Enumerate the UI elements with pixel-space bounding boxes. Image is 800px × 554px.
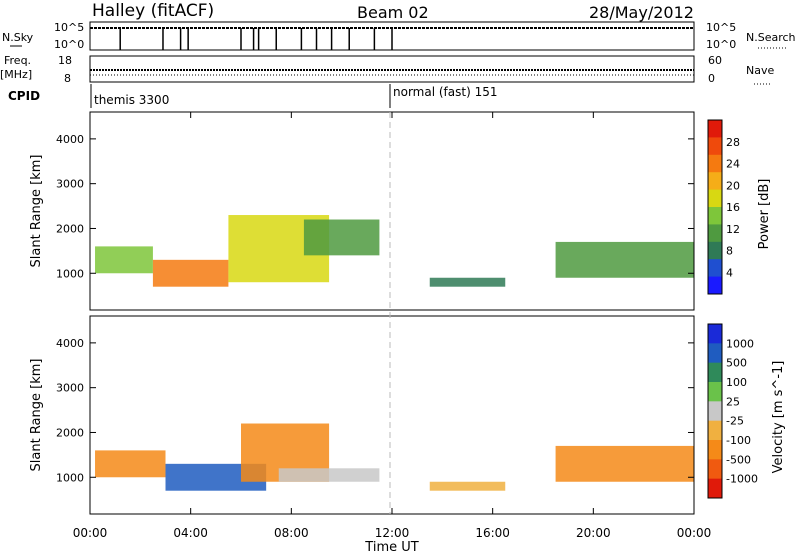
- beam-title: Beam 02: [357, 3, 429, 22]
- echo-region: [95, 450, 166, 478]
- x-tick-label: 00:00: [677, 526, 712, 540]
- velocity-y-axis: 1000 2000 3000 4000: [56, 337, 694, 484]
- cpid-segment-2: normal (fast) 151: [393, 85, 497, 99]
- echo-region: [303, 219, 380, 256]
- colorbar-segment: [708, 459, 722, 480]
- colorbar-segment: [708, 207, 722, 225]
- power-colorbar: 4 8 12 16 20 24 28: [707, 119, 740, 295]
- colorbar-tick-label: 500: [726, 357, 747, 370]
- cpid-label: CPID: [8, 89, 40, 103]
- colorbar-segment: [708, 343, 722, 364]
- time-x-axis: 00:00 04:00 08:00 12:00 16:00 20:00 00:00: [73, 112, 712, 540]
- colorbar-segment: [708, 259, 722, 278]
- velocity-echoes: [95, 423, 694, 491]
- nave-label: Nave: [746, 64, 774, 77]
- colorbar-segment: [708, 189, 722, 208]
- y-tick-label: 3000: [56, 382, 84, 395]
- colorbar-segment: [708, 440, 722, 460]
- freq-unit-label: [MHz]: [0, 68, 32, 81]
- freq-label: Freq.: [4, 54, 31, 67]
- colorbar-frame: [707, 119, 723, 295]
- station-title: Halley (fitACF): [92, 1, 214, 21]
- colorbar-segment: [708, 120, 722, 138]
- echo-region: [555, 445, 694, 482]
- x-tick-label: 00:00: [73, 526, 108, 540]
- colorbar-segment: [708, 362, 722, 383]
- noise-tick-right-top: 10^5: [706, 21, 736, 34]
- colorbar-segment: [708, 324, 722, 344]
- noise-spikes: [119, 28, 393, 50]
- colorbar-segment: [708, 276, 722, 295]
- noise-tick-right-bottom: 10^0: [706, 38, 736, 51]
- colorbar-segment: [708, 154, 722, 173]
- colorbar-tick-label: 8: [726, 245, 733, 258]
- echo-region: [429, 277, 506, 287]
- colorbar-tick-label: 24: [726, 158, 740, 171]
- x-tick-label: 16:00: [475, 526, 510, 540]
- colorbar-segment: [708, 478, 722, 499]
- colorbar-tick-label: 100: [726, 376, 747, 389]
- x-tick-label: 12:00: [375, 526, 410, 540]
- colorbar-tick-label: 4: [726, 266, 733, 279]
- power-y-axis: 1000 2000 3000 4000: [56, 133, 694, 280]
- colorbar-tick-label: 12: [726, 223, 740, 236]
- y-tick-label: 4000: [56, 337, 84, 350]
- x-tick-label: 04:00: [173, 526, 208, 540]
- echo-region: [95, 246, 153, 274]
- y-tick-label: 4000: [56, 133, 84, 146]
- colorbar-tick-label: 28: [726, 136, 740, 149]
- colorbar-tick-label: -100: [726, 434, 751, 447]
- power-ylabel: Slant Range [km]: [29, 155, 44, 268]
- velocity-colorbar: 1000 500 100 25 -25 -100 -500 -1000: [707, 323, 758, 499]
- echo-region: [555, 241, 694, 278]
- power-echoes: [95, 215, 694, 287]
- nsearch-label: N.Search: [746, 31, 796, 44]
- y-tick-label: 2000: [56, 222, 84, 235]
- cpid-segment-1: themis 3300: [94, 93, 169, 107]
- y-tick-label: 3000: [56, 178, 84, 191]
- colorbar-tick-label: 20: [726, 179, 740, 192]
- colorbar-segment: [708, 382, 722, 402]
- colorbar-tick-label: -25: [726, 415, 744, 428]
- colorbar-tick-label: 1000: [726, 337, 754, 350]
- colorbar-tick-label: -500: [726, 453, 751, 466]
- colorbar-segment: [708, 241, 722, 260]
- nave-tick-top: 60: [708, 54, 722, 67]
- y-tick-label: 1000: [56, 267, 84, 280]
- x-tick-label: 20:00: [576, 526, 611, 540]
- colorbar-frame: [707, 323, 723, 499]
- date-title: 28/May/2012: [589, 3, 694, 22]
- power-panel: 1000 2000 3000 4000 Slant Range [km] 4 8 12 16…: [29, 111, 772, 311]
- nsky-label: N.Sky: [2, 31, 34, 44]
- echo-region: [429, 481, 506, 491]
- colorbar-segment: [708, 137, 722, 156]
- velocity-ylabel: Slant Range [km]: [29, 359, 44, 472]
- freq-tick-top: 18: [58, 54, 72, 67]
- colorbar-tick-label: -1000: [726, 473, 758, 486]
- colorbar-segment: [708, 172, 722, 191]
- y-tick-label: 2000: [56, 426, 84, 439]
- colorbar-tick-label: 25: [726, 395, 740, 408]
- velocity-panel: 1000 2000 3000 4000 Slant Range [km] 1000 50…: [29, 315, 786, 515]
- colorbar-tick-label: 16: [726, 201, 740, 214]
- freq-tick-bottom: 8: [64, 72, 71, 85]
- colorbar-segment: [708, 224, 722, 243]
- y-tick-label: 1000: [56, 471, 84, 484]
- nave-tick-bottom: 0: [708, 72, 715, 85]
- colorbar-segment: [708, 420, 722, 441]
- noise-tick-left-bottom: 10^0: [54, 38, 84, 51]
- x-tick-label: 08:00: [274, 526, 309, 540]
- power-colorbar-label: Power [dB]: [757, 179, 772, 250]
- colorbar-segment: [708, 401, 722, 422]
- echo-region: [152, 259, 229, 287]
- noise-tick-left-top: 10^5: [54, 21, 84, 34]
- velocity-colorbar-label: Velocity [m s^-1]: [771, 361, 786, 474]
- x-axis-label: Time UT: [364, 540, 418, 554]
- echo-region: [278, 468, 380, 482]
